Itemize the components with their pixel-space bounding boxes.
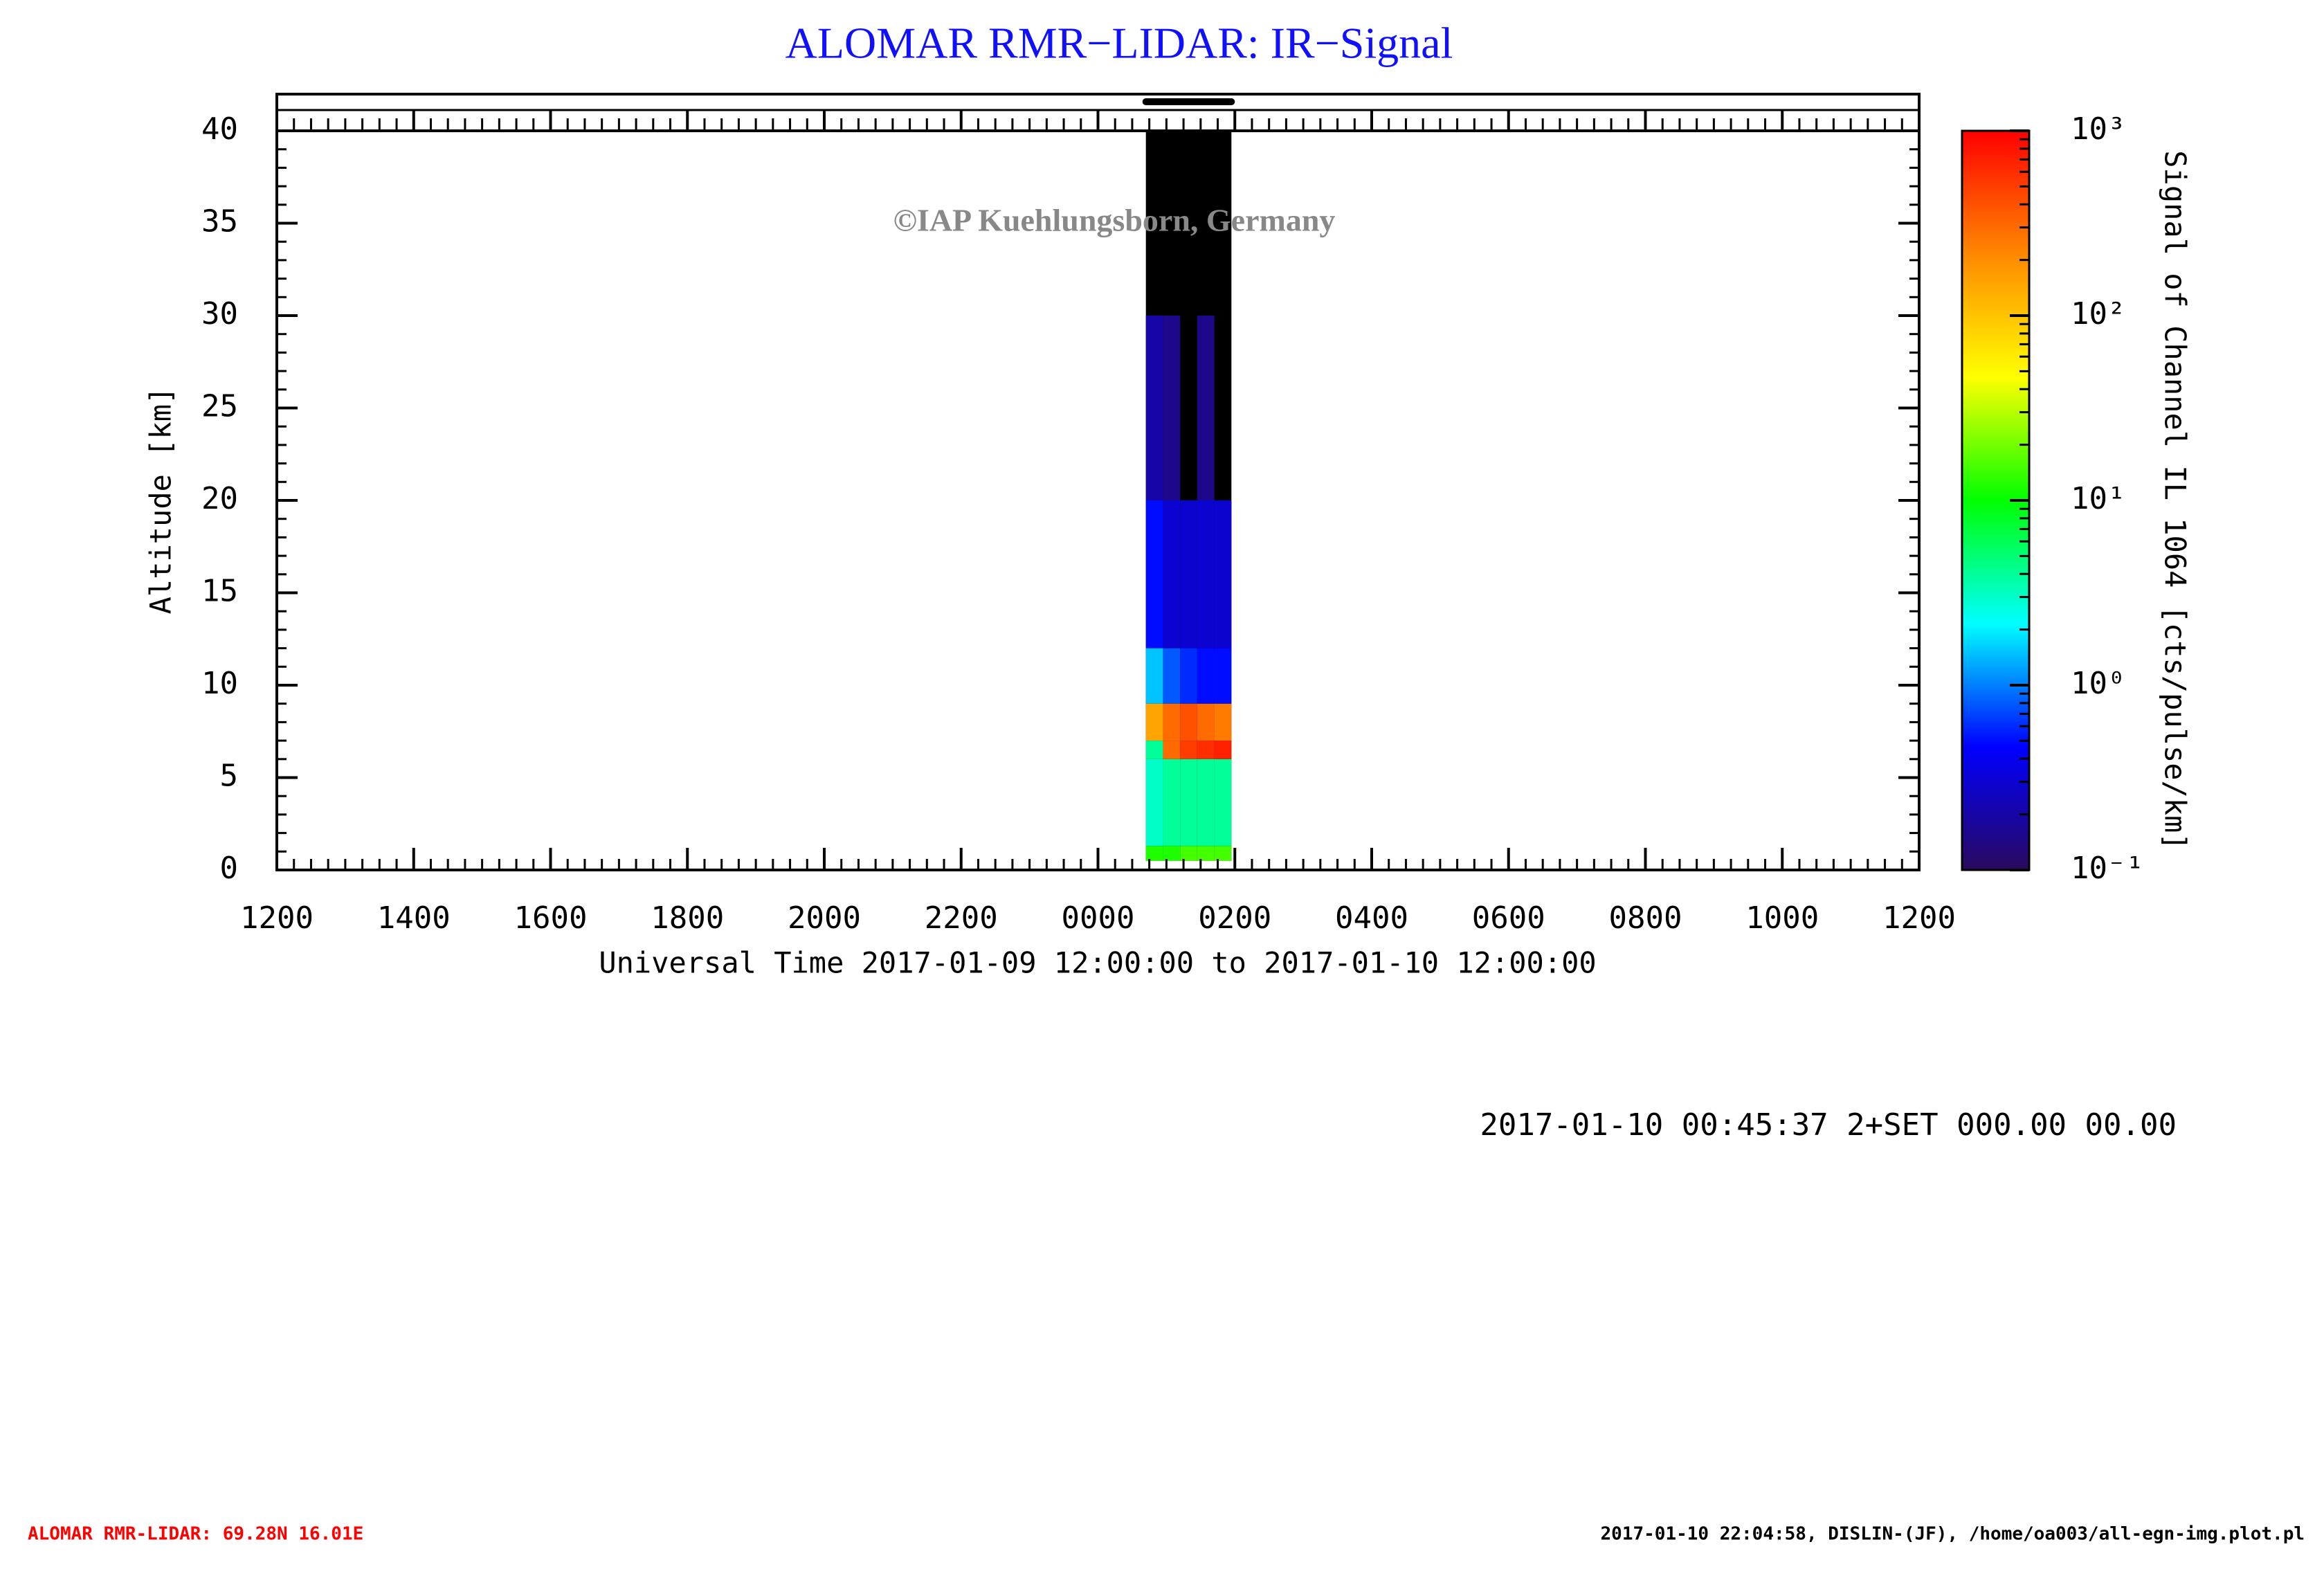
y-tick-label: 5: [220, 759, 239, 794]
y-tick-label: 15: [201, 574, 238, 609]
y-tick-label: 35: [201, 204, 238, 239]
x-tick-label: 1600: [514, 900, 588, 936]
x-tick-label: 2000: [788, 900, 861, 936]
x-tick-label: 0200: [1198, 900, 1271, 936]
heatmap-cell: [1180, 759, 1197, 846]
watermark: ©IAP Kuehlungsborn, Germany: [893, 203, 1336, 238]
heatmap-cell: [1163, 648, 1181, 704]
x-axis-label: Universal Time 2017-01-09 12:00:00 to 20…: [599, 946, 1596, 980]
x-tick-label: 1200: [1882, 900, 1956, 936]
x-tick-label: 1000: [1745, 900, 1819, 936]
info-line: 2017-01-10 00:45:37 2+SET 000.00 00.00: [1480, 1107, 2177, 1143]
heatmap-cell: [1180, 703, 1197, 741]
x-tick-label: 0000: [1062, 900, 1135, 936]
heatmap-cell: [1214, 703, 1232, 741]
chart-title: ALOMAR RMR−LIDAR: IR−Signal: [786, 19, 1453, 68]
heatmap-cell: [1197, 741, 1215, 759]
y-tick-label: 30: [201, 296, 238, 332]
heatmap-cell: [1197, 316, 1215, 500]
heatmap-cell: [1145, 500, 1163, 649]
colorbar-tick-label: 10³: [2071, 111, 2125, 147]
heatmap-cell: [1197, 759, 1215, 846]
heatmap-cell: [1163, 500, 1181, 649]
colorbar-tick-label: 10²: [2071, 296, 2125, 332]
heatmap-cell: [1145, 316, 1163, 500]
heatmap-cell: [1180, 741, 1197, 759]
heatmap-cell: [1214, 741, 1232, 759]
heatmap-cell: [1197, 648, 1215, 704]
heatmap-cell: [1145, 846, 1163, 861]
heatmap-cell: [1197, 500, 1215, 649]
heatmap-cell: [1145, 759, 1163, 846]
plot-frame: [275, 129, 1921, 871]
heatmap-cell: [1197, 703, 1215, 741]
colorbar-label: Signal of Channel IL 1064 [cts/pulse/km]: [2159, 150, 2193, 850]
x-tick-label: 0400: [1335, 900, 1408, 936]
heatmap-cell: [1197, 846, 1215, 861]
heatmap-cell: [1180, 500, 1197, 649]
x-tick-label: 0600: [1472, 900, 1545, 936]
heatmap-cell: [1180, 648, 1197, 704]
heatmap-cell: [1145, 703, 1163, 741]
x-tick-label: 0800: [1609, 900, 1682, 936]
heatmap-cell: [1180, 846, 1197, 861]
x-tick-label: 1400: [377, 900, 451, 936]
footer-left: ALOMAR RMR-LIDAR: 69.28N 16.01E: [28, 1524, 363, 1545]
heatmap-cell: [1214, 759, 1232, 846]
y-tick-label: 40: [201, 111, 238, 147]
heatmap-cell: [1163, 846, 1181, 861]
y-axis-label: Altitude [km]: [144, 387, 178, 615]
colorbar-tick-label: 10⁻¹: [2071, 851, 2144, 886]
x-tick-label: 1800: [651, 900, 724, 936]
y-tick-label: 25: [201, 389, 238, 424]
heatmap-cell: [1214, 648, 1232, 704]
heatmap-cell: [1214, 500, 1232, 649]
heatmap-cell: [1145, 741, 1163, 759]
heatmap-cell: [1214, 846, 1232, 861]
colorbar-tick-label: 10¹: [2071, 481, 2125, 516]
heatmap-cell: [1163, 759, 1181, 846]
heatmap-cell: [1145, 648, 1163, 704]
heatmap-cell: [1163, 316, 1181, 500]
heatmap-cell: [1163, 703, 1181, 741]
footer-right: 2017-01-10 22:04:58, DISLIN-(JF), /home/…: [1601, 1524, 2305, 1545]
y-tick-label: 0: [220, 851, 239, 886]
x-tick-label: 2200: [925, 900, 998, 936]
y-tick-label: 10: [201, 666, 238, 701]
x-tick-label: 1200: [240, 900, 314, 936]
heatmap-cell: [1163, 741, 1181, 759]
colorbar-tick-label: 10⁰: [2071, 666, 2125, 701]
y-tick-label: 20: [201, 481, 238, 516]
